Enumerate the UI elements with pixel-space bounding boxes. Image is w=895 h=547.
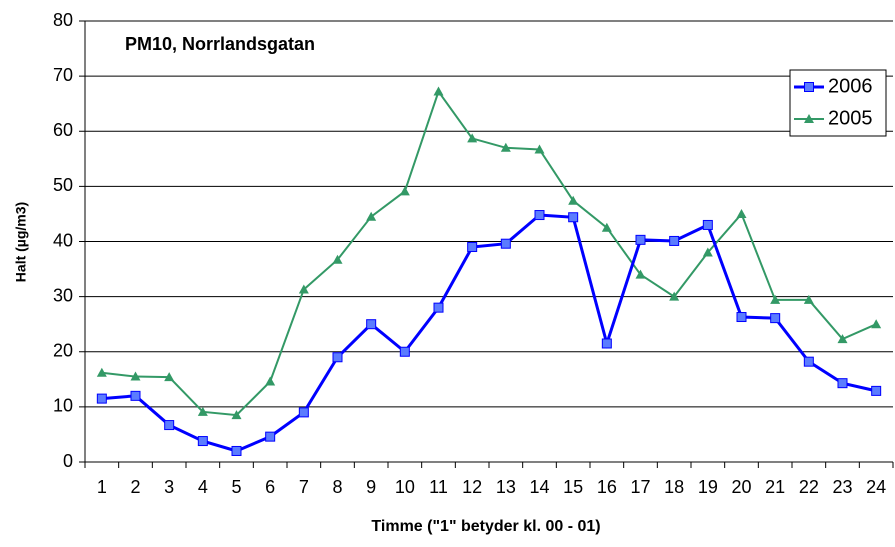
marker <box>197 406 208 416</box>
marker <box>804 82 814 92</box>
marker <box>601 222 612 232</box>
x-tick-label: 2 <box>130 477 140 497</box>
marker <box>467 242 478 253</box>
marker <box>837 378 848 389</box>
y-tick-label: 70 <box>53 65 73 85</box>
y-tick-label: 80 <box>53 10 73 30</box>
x-tick-label: 11 <box>429 477 448 497</box>
marker <box>871 319 882 329</box>
marker <box>871 385 882 396</box>
marker <box>130 371 141 381</box>
y-tick-label: 10 <box>53 396 73 416</box>
marker <box>332 352 343 363</box>
x-tick-label: 8 <box>332 477 342 497</box>
marker <box>197 436 208 447</box>
x-tick-label: 15 <box>563 477 583 497</box>
marker <box>669 235 680 246</box>
marker <box>130 390 141 401</box>
marker <box>298 284 309 294</box>
x-tick-label: 4 <box>198 477 208 497</box>
marker <box>669 291 680 301</box>
marker <box>568 212 579 223</box>
marker <box>366 211 377 221</box>
marker <box>366 319 377 330</box>
marker <box>467 133 478 143</box>
x-tick-label: 24 <box>866 477 886 497</box>
x-tick-label: 3 <box>164 477 174 497</box>
x-tick-label: 18 <box>664 477 684 497</box>
x-tick-label: 7 <box>299 477 309 497</box>
marker <box>837 334 848 344</box>
marker <box>298 407 309 418</box>
line <box>101 213 877 453</box>
marker <box>770 313 781 324</box>
x-tick-label: 21 <box>765 477 785 497</box>
x-tick-label: 14 <box>529 477 549 497</box>
marker <box>770 294 781 304</box>
chart-title: PM10, Norrlandsgatan <box>125 34 315 54</box>
marker <box>399 186 410 196</box>
x-tick-label: 19 <box>698 477 718 497</box>
marker <box>164 420 175 431</box>
x-tick-label: 16 <box>597 477 617 497</box>
marker <box>332 254 343 264</box>
x-tick-label: 23 <box>832 477 852 497</box>
x-tick-label: 5 <box>231 477 241 497</box>
marker <box>96 393 107 404</box>
marker <box>803 294 814 304</box>
marker <box>231 410 242 420</box>
marker <box>635 234 646 245</box>
legend <box>789 69 887 137</box>
x-tick-label: 6 <box>265 477 275 497</box>
marker <box>702 219 713 230</box>
marker <box>399 346 410 357</box>
x-tick-label: 1 <box>97 477 107 497</box>
marker <box>500 142 511 152</box>
x-tick-label: 12 <box>462 477 482 497</box>
x-tick-label: 9 <box>366 477 376 497</box>
line <box>101 89 877 417</box>
y-tick-label: 60 <box>53 120 73 140</box>
x-axis-label: Timme ("1" betyder kl. 00 - 01) <box>371 518 600 535</box>
y-tick-label: 0 <box>63 451 73 471</box>
marker <box>702 247 713 257</box>
marker <box>534 144 545 154</box>
legend-label: 2006 <box>828 75 873 97</box>
y-tick-label: 50 <box>53 175 73 195</box>
marker <box>635 269 646 279</box>
y-tick-label: 30 <box>53 285 73 305</box>
marker <box>231 445 242 456</box>
legend-label: 2005 <box>828 107 873 129</box>
marker <box>804 114 814 123</box>
marker <box>265 376 276 386</box>
marker <box>568 195 579 205</box>
x-tick-label: 22 <box>799 477 819 497</box>
y-tick-label: 40 <box>53 230 73 250</box>
marker <box>96 367 107 377</box>
marker <box>803 356 814 367</box>
marker <box>164 372 175 382</box>
x-tick-label: 20 <box>731 477 751 497</box>
marker <box>500 238 511 249</box>
marker <box>433 302 444 313</box>
y-axis-label: Halt (µg/m3) <box>13 202 29 282</box>
marker <box>534 210 545 221</box>
x-tick-label: 10 <box>395 477 415 497</box>
y-tick-label: 20 <box>53 341 73 361</box>
x-tick-label: 17 <box>630 477 650 497</box>
marker <box>601 338 612 349</box>
marker <box>433 86 444 96</box>
marker <box>736 208 747 218</box>
marker <box>736 312 747 323</box>
marker <box>265 431 276 442</box>
x-tick-label: 13 <box>496 477 516 497</box>
